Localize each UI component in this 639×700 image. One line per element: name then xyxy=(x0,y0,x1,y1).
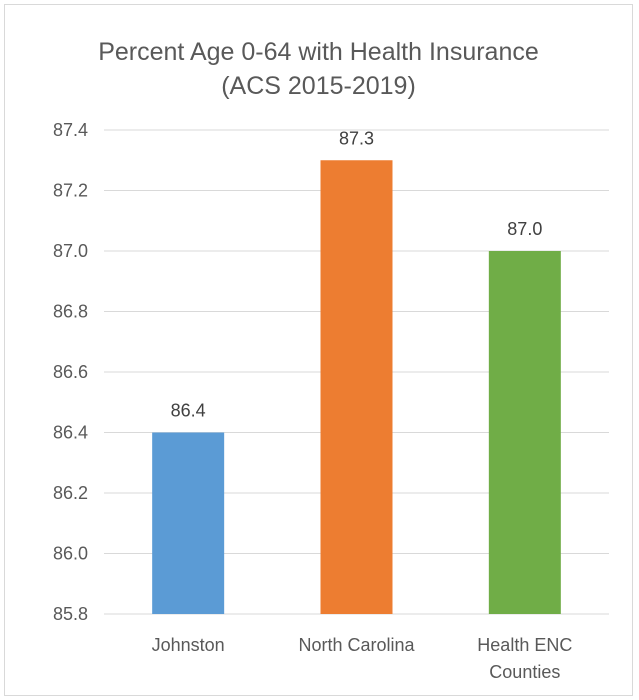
x-category-label: Counties xyxy=(489,662,560,682)
x-category-label: North Carolina xyxy=(298,635,415,655)
y-tick-label: 86.0 xyxy=(53,544,88,564)
bar xyxy=(488,251,561,614)
y-tick-label: 86.6 xyxy=(53,362,88,382)
y-tick-label: 87.0 xyxy=(53,241,88,261)
data-label: 86.4 xyxy=(171,401,206,421)
chart-title: Percent Age 0-64 with Health Insurance (… xyxy=(5,35,632,103)
chart-subtitle-line: (ACS 2015-2019) xyxy=(221,72,416,100)
y-tick-label: 86.4 xyxy=(53,423,88,443)
y-tick-label: 87.2 xyxy=(53,181,88,201)
data-label: 87.0 xyxy=(507,219,542,239)
bar xyxy=(152,432,225,614)
y-tick-label: 86.2 xyxy=(53,483,88,503)
y-tick-label: 87.4 xyxy=(53,120,88,140)
y-tick-label: 85.8 xyxy=(53,604,88,624)
y-tick-label: 86.8 xyxy=(53,302,88,322)
chart-title-line: Percent Age 0-64 with Health Insurance xyxy=(98,38,539,66)
x-category-label: Johnston xyxy=(152,635,225,655)
x-category-label: Health ENC xyxy=(477,635,572,655)
data-label: 87.3 xyxy=(339,128,374,148)
bar xyxy=(320,160,393,614)
